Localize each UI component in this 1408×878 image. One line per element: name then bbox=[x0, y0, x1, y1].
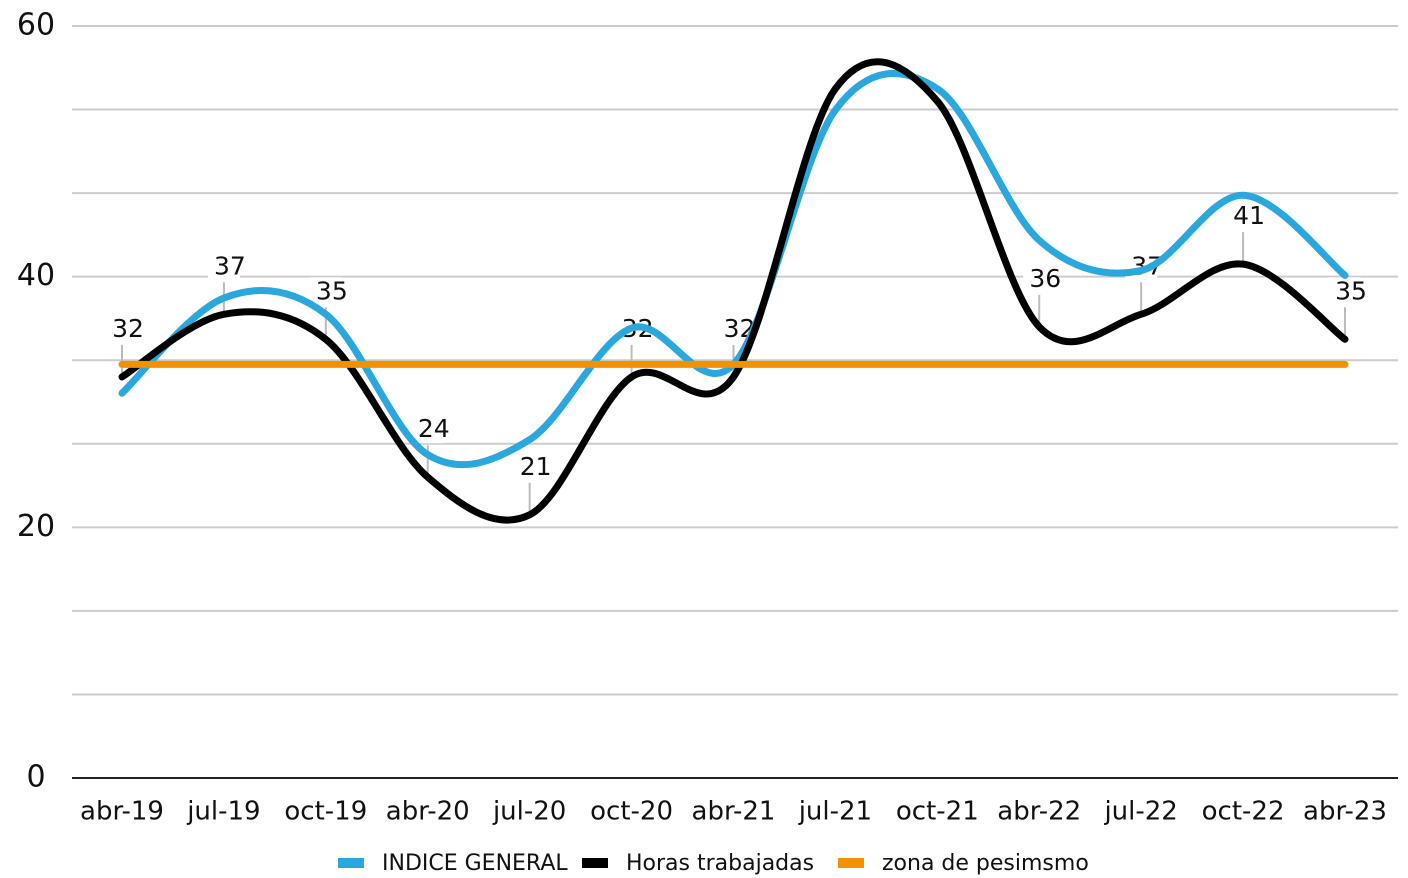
label-bg bbox=[411, 415, 444, 444]
y-tick-label: 60 bbox=[17, 8, 55, 43]
x-tick-label: abr-22 bbox=[997, 797, 1081, 827]
legend-label: zona de pesimsmo bbox=[882, 851, 1089, 876]
legend-swatch bbox=[582, 858, 608, 868]
legend-label: Horas trabajadas bbox=[626, 851, 814, 876]
legend-swatch bbox=[338, 858, 364, 868]
x-tick-label: oct-20 bbox=[590, 797, 673, 827]
x-tick-label: abr-19 bbox=[80, 797, 164, 827]
x-tick-label: oct-19 bbox=[284, 797, 367, 827]
data-label: 37 bbox=[214, 251, 246, 280]
x-tick-label: abr-23 bbox=[1303, 797, 1387, 827]
x-tick-label: abr-20 bbox=[386, 797, 470, 827]
x-tick-label: oct-22 bbox=[1202, 797, 1285, 827]
data-label: 35 bbox=[1335, 276, 1367, 305]
y-tick-label: 0 bbox=[26, 760, 45, 795]
label-bg bbox=[1227, 202, 1260, 231]
x-tick-label: abr-21 bbox=[692, 797, 776, 827]
line-series bbox=[118, 69, 1349, 469]
legend-swatch bbox=[838, 858, 864, 868]
x-tick-label: jul-19 bbox=[186, 797, 260, 827]
label-bg bbox=[106, 314, 138, 343]
y-tick-label: 40 bbox=[17, 258, 55, 293]
label-bg bbox=[207, 252, 240, 281]
data-label: 32 bbox=[112, 314, 144, 343]
data-label: 36 bbox=[1029, 264, 1061, 293]
data-label: 24 bbox=[418, 414, 450, 443]
label-bg bbox=[309, 277, 342, 306]
y-tick-label: 20 bbox=[17, 509, 55, 544]
x-tick-label: jul-20 bbox=[492, 797, 566, 827]
label-bg bbox=[1023, 264, 1056, 293]
data-label: 21 bbox=[520, 452, 552, 481]
legend-label: INDICE GENERAL bbox=[382, 851, 568, 876]
label-bg bbox=[513, 452, 546, 481]
x-tick-label: jul-21 bbox=[798, 797, 872, 827]
data-label: 35 bbox=[316, 276, 348, 305]
data-label: 41 bbox=[1233, 201, 1265, 230]
x-tick-label: jul-22 bbox=[1103, 797, 1177, 827]
label-bg bbox=[1329, 277, 1361, 306]
label-bg bbox=[717, 314, 750, 343]
line-series bbox=[118, 58, 1349, 524]
x-tick-label: oct-21 bbox=[896, 797, 979, 827]
